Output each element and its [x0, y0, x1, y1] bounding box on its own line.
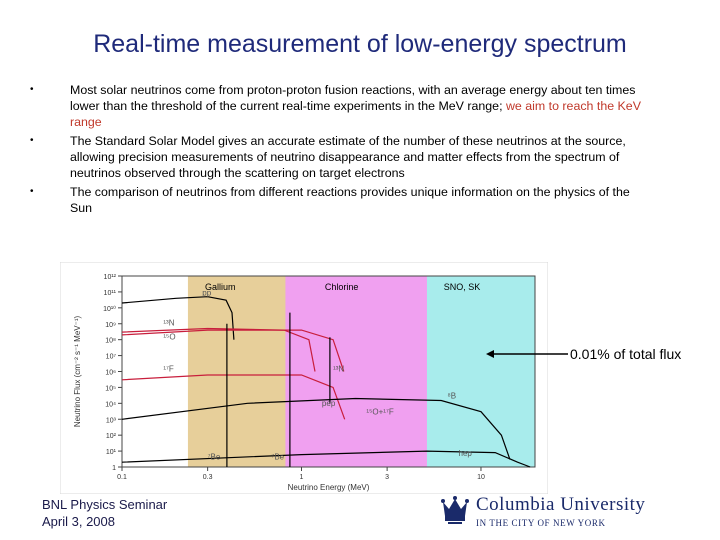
series-annotation: ¹³N	[333, 365, 344, 374]
footer: BNL Physics Seminar April 3, 2008	[42, 496, 167, 530]
y-tick-label: 10⁶	[105, 370, 116, 377]
y-tick-label: 10⁹	[105, 322, 116, 329]
series-line	[121, 296, 235, 340]
x-tick-label: 3	[385, 474, 389, 481]
series-line	[121, 374, 346, 420]
series-annotation: pp	[202, 288, 211, 297]
bullet-list: • Most solar neutrinos come from proton-…	[30, 82, 650, 219]
bullet-dot: •	[30, 135, 34, 146]
series-annotation: ⁷Be	[271, 452, 284, 461]
neutrino-spectrum-chart: Gallium Chlorine SNO, SK10¹²10¹¹10¹⁰10⁹10⁸…	[60, 262, 548, 494]
series-line	[121, 450, 531, 468]
slide-title: Real-time measurement of low-energy spec…	[93, 30, 627, 58]
flux-annotation: 0.01% of total flux	[570, 346, 682, 362]
x-tick-label: 0.1	[117, 474, 127, 481]
series-line	[121, 397, 511, 460]
y-tick-label: 10¹	[106, 449, 117, 456]
footer-line1: BNL Physics Seminar	[42, 497, 168, 512]
y-tick-label: 10⁴	[105, 401, 116, 408]
footer-line2: April 3, 2008	[42, 514, 115, 529]
columbia-logo: Columbia University IN THE CITY OF NEW Y…	[438, 492, 700, 532]
bullet-item: • The comparison of neutrinos from diffe…	[30, 184, 650, 216]
x-tick-label: 0.3	[203, 474, 213, 481]
series-annotation: ¹⁵O+¹⁷F	[366, 407, 393, 416]
region-label: Chlorine	[325, 282, 359, 292]
bullet-dot: •	[30, 186, 34, 197]
region-label: Gallium	[205, 282, 236, 292]
y-tick-label: 1	[112, 465, 116, 472]
y-tick-label: 10³	[106, 417, 117, 424]
series-annotation: ¹³N	[163, 318, 174, 327]
series-annotation: hep	[459, 449, 473, 458]
series-annotation: ⁷Be	[208, 452, 221, 461]
logo-tagline: IN THE CITY OF NEW YORK	[476, 518, 606, 528]
y-tick-label: 10⁵	[105, 385, 116, 392]
series-annotation: ¹⁵O	[163, 333, 175, 342]
y-tick-label: 10¹¹	[104, 290, 117, 297]
bullet-text: The Standard Solar Model gives an accura…	[70, 134, 626, 180]
series-annotation: ¹⁷F	[163, 365, 174, 374]
y-tick-label: 10⁸	[105, 338, 116, 345]
y-tick-label: 10⁷	[106, 354, 117, 361]
y-tick-label: 10²	[106, 433, 117, 440]
bullet-dot: •	[30, 84, 34, 95]
y-tick-label: 10¹⁰	[103, 305, 116, 313]
bullet-item: • Most solar neutrinos come from proton-…	[30, 82, 650, 130]
crown-icon	[441, 496, 469, 524]
y-tick-label: 10¹²	[104, 274, 117, 281]
bullet-text: Most solar neutrinos come from proton-pr…	[70, 83, 636, 113]
x-tick-label: 1	[300, 474, 304, 481]
bullet-text: The comparison of neutrinos from differe…	[70, 185, 630, 215]
x-axis-label: Neutrino Energy (MeV)	[288, 483, 370, 492]
region-band	[426, 276, 535, 467]
y-axis-label: Neutrino Flux (cm⁻² s⁻¹ MeV⁻¹)	[73, 315, 82, 427]
logo-name: Columbia University	[476, 494, 646, 515]
series-annotation: ⁸B	[447, 392, 456, 401]
series-line	[121, 329, 345, 372]
bullet-highlight: we aim to reach the KeV range	[70, 99, 641, 129]
x-tick-label: 10	[477, 474, 485, 481]
bullet-item: • The Standard Solar Model gives an accu…	[30, 133, 650, 181]
region-label: SNO, SK	[444, 282, 481, 292]
series-annotation: pep	[322, 399, 336, 408]
